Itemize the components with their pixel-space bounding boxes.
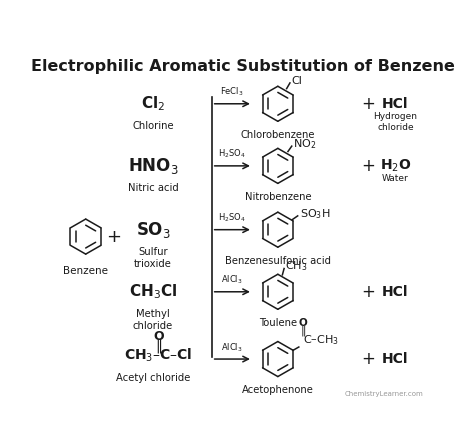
Text: +: + [361,95,375,113]
Text: H$_2$SO$_4$: H$_2$SO$_4$ [219,148,246,160]
Text: Benzenesulfonic acid: Benzenesulfonic acid [225,255,331,266]
Text: HCl: HCl [382,97,409,111]
Text: CH$_3$–C–Cl: CH$_3$–C–Cl [124,346,192,364]
Text: HCl: HCl [382,285,409,299]
Text: SO$_3$: SO$_3$ [136,220,170,240]
Text: H$_2$O: H$_2$O [380,158,411,174]
Text: +: + [361,350,375,368]
Text: Cl: Cl [291,76,302,86]
Text: Nitrobenzene: Nitrobenzene [245,192,311,202]
Text: Water: Water [382,174,409,184]
Text: HCl: HCl [382,352,409,366]
Text: CH$_3$: CH$_3$ [285,259,307,273]
Text: Benzene: Benzene [63,266,108,276]
Text: Methyl
chloride: Methyl chloride [133,309,173,331]
Text: Cl$_2$: Cl$_2$ [141,95,165,113]
Text: +: + [361,283,375,301]
Text: CH$_3$Cl: CH$_3$Cl [129,282,177,301]
Text: ‖: ‖ [300,326,306,336]
Text: +: + [106,228,121,246]
Text: AlCl$_3$: AlCl$_3$ [221,274,243,286]
Text: Toulene: Toulene [259,318,297,327]
Text: ChemistryLearner.com: ChemistryLearner.com [344,391,423,397]
Text: Electrophilic Aromatic Substitution of Benzene: Electrophilic Aromatic Substitution of B… [31,59,455,74]
Text: Sulfur
trioxide: Sulfur trioxide [134,247,172,268]
Text: +: + [361,157,375,175]
Text: Hydrogen
chloride: Hydrogen chloride [374,112,418,132]
Text: O: O [299,319,307,328]
Text: AlCl$_3$: AlCl$_3$ [221,341,243,353]
Text: Chlorobenzene: Chlorobenzene [241,129,315,140]
Text: Nitric acid: Nitric acid [128,183,178,193]
Text: Acetyl chloride: Acetyl chloride [116,373,190,383]
Text: O: O [153,330,164,343]
Text: H$_2$SO$_4$: H$_2$SO$_4$ [219,211,246,224]
Text: SO$_3$H: SO$_3$H [300,207,330,221]
Text: ‖: ‖ [155,338,162,353]
Text: C–CH$_3$: C–CH$_3$ [303,334,339,348]
Text: HNO$_3$: HNO$_3$ [128,156,178,176]
Text: NO$_2$: NO$_2$ [293,137,317,151]
Text: Chlorine: Chlorine [132,121,174,131]
Text: Acetophenone: Acetophenone [242,385,314,395]
Text: FeCl$_3$: FeCl$_3$ [220,86,244,98]
